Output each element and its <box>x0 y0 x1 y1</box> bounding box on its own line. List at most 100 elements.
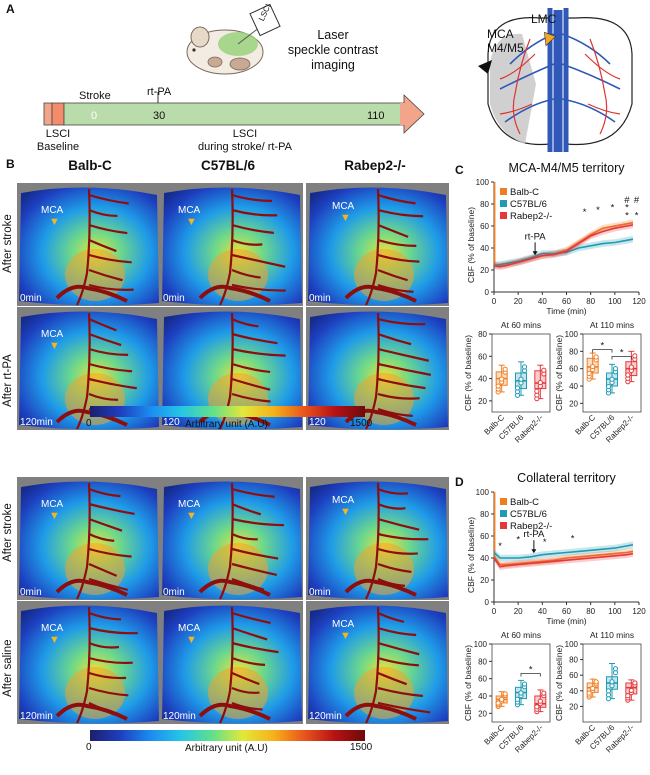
vessel <box>377 487 409 495</box>
vessel <box>55 578 128 597</box>
vessel <box>198 284 271 303</box>
box-title: At 110 mins <box>590 320 634 330</box>
vessel <box>231 238 263 246</box>
x-tick-label: 100 <box>608 607 622 616</box>
vessel <box>377 238 417 247</box>
lmc-label: LMC <box>531 12 557 26</box>
vessel <box>88 641 120 649</box>
col-head-balbc: Balb-C <box>68 158 112 173</box>
significance-star: * <box>625 203 629 214</box>
mca-label: MCA <box>332 495 355 506</box>
vessel <box>219 606 234 724</box>
lsci-heatmap <box>160 477 303 600</box>
vessel <box>88 193 129 205</box>
vessel <box>344 578 417 597</box>
data-point <box>521 364 528 370</box>
data-point <box>518 690 524 696</box>
mca-label: MCA <box>332 619 355 630</box>
vessel <box>88 317 117 332</box>
vessel <box>377 332 412 346</box>
vessel <box>231 208 278 217</box>
time-label: 120min <box>20 711 53 722</box>
lsci-image-tile: MCA ▼ 0min <box>160 477 303 600</box>
y-tick-label: 20 <box>569 702 578 711</box>
data-point <box>628 687 634 694</box>
legend-swatch <box>500 510 507 517</box>
x-tick-label: 80 <box>586 607 595 616</box>
lsci-heatmap <box>306 601 449 724</box>
x-tick-label: 40 <box>538 607 547 616</box>
vessel <box>377 317 426 326</box>
vessel <box>88 238 117 253</box>
vessel <box>88 547 132 558</box>
box-title: At 110 mins <box>590 630 634 640</box>
time-label: 0min <box>163 587 185 598</box>
data-point <box>605 688 612 694</box>
series-line-Rabep2-/- <box>493 552 634 568</box>
x-tick-label: 40 <box>538 297 547 306</box>
chart-title: Collateral territory <box>517 471 616 485</box>
vessel <box>55 408 128 427</box>
significance-star: * <box>600 341 604 352</box>
vessel <box>231 562 278 577</box>
y-tick-label: 100 <box>476 488 490 497</box>
mca-arrow-label: MCA ▼ <box>178 499 200 522</box>
lsci-heatmap <box>17 601 160 724</box>
series-line-Rabep2-/- <box>493 224 634 268</box>
vessel <box>377 532 429 541</box>
data-point <box>514 385 521 391</box>
vessel <box>377 517 420 531</box>
vessel <box>377 671 407 686</box>
x-axis-label: Time (min) <box>546 306 586 316</box>
data-point <box>609 679 615 685</box>
y-tick-label: 0 <box>485 288 490 297</box>
vessel <box>88 671 127 680</box>
vessel <box>88 656 133 665</box>
time-label: 0min <box>309 293 331 304</box>
data-point <box>586 370 592 376</box>
vessel <box>231 253 286 268</box>
colorbar-top-min: 0 <box>86 418 92 429</box>
lsci-image-tile: MCA ▼ 120min <box>306 601 449 724</box>
data-point <box>593 679 599 685</box>
significance-bracket <box>611 356 632 360</box>
colorbar-top-max: 1500 <box>350 418 373 429</box>
legend-bg <box>498 495 560 535</box>
data-point <box>632 680 638 686</box>
vessel <box>88 487 121 498</box>
data-point <box>521 681 528 687</box>
vessel <box>365 312 380 430</box>
significance-star: * <box>596 205 600 216</box>
phase-baseline: LSCI Baseline <box>36 128 80 153</box>
time-label: 120min <box>20 417 53 428</box>
vessel <box>365 188 380 306</box>
y-axis-label: CBF (% of baseline) <box>466 517 476 593</box>
vessel <box>231 347 286 357</box>
data-point <box>537 379 543 386</box>
lsci-image-tile: MCA ▼ 0min <box>17 477 160 600</box>
brain-vasculature-illustration <box>478 8 633 152</box>
mca-arrowhead-icon: ▼ <box>340 506 351 518</box>
significance-star: * <box>625 210 629 221</box>
panel-d-letter: D <box>455 475 464 489</box>
vessel <box>377 223 409 238</box>
legend-label: Balb-C <box>510 497 539 508</box>
y-tick-label: 40 <box>480 244 489 253</box>
timeline-arrow <box>43 92 425 134</box>
series-line-Balb-C <box>493 221 634 267</box>
vessel <box>231 641 279 654</box>
row-after-stroke-bottom: After stroke <box>2 503 14 562</box>
vessel <box>88 362 133 373</box>
box-frame <box>582 643 642 723</box>
lsci-heatmap <box>160 183 303 306</box>
data-point <box>590 685 596 692</box>
vessel <box>365 606 380 724</box>
col-head-c57bl6: C57BL/6 <box>200 158 256 173</box>
vessel <box>377 253 420 263</box>
vessel <box>88 611 121 621</box>
